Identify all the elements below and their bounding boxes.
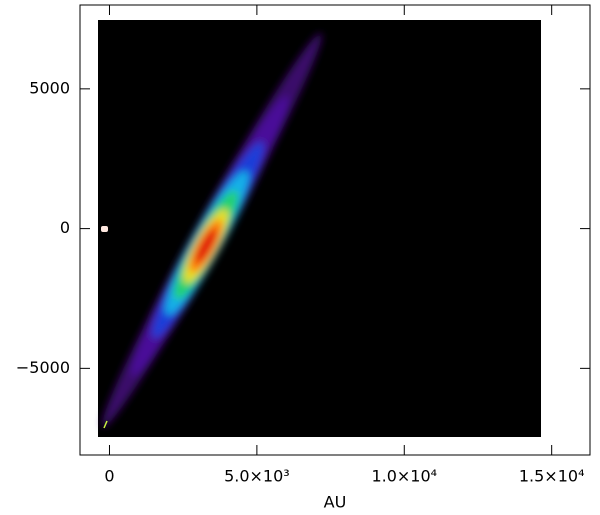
x-axis-label: AU — [324, 493, 347, 512]
source-marker — [101, 226, 108, 232]
x-tick-label: 0 — [104, 467, 114, 486]
y-tick-label: 0 — [60, 218, 70, 237]
plot-frame — [79, 4, 591, 456]
y-tick-label: 5000 — [29, 78, 70, 97]
x-tick-label: 5.0×10³ — [224, 467, 290, 486]
x-tick-label: 1.5×10⁴ — [519, 467, 585, 486]
y-tick-label: −5000 — [16, 358, 70, 377]
marker-line — [103, 420, 108, 429]
x-tick-label: 1.0×10⁴ — [371, 467, 437, 486]
image-background — [98, 20, 541, 437]
emission-blob — [102, 33, 322, 427]
